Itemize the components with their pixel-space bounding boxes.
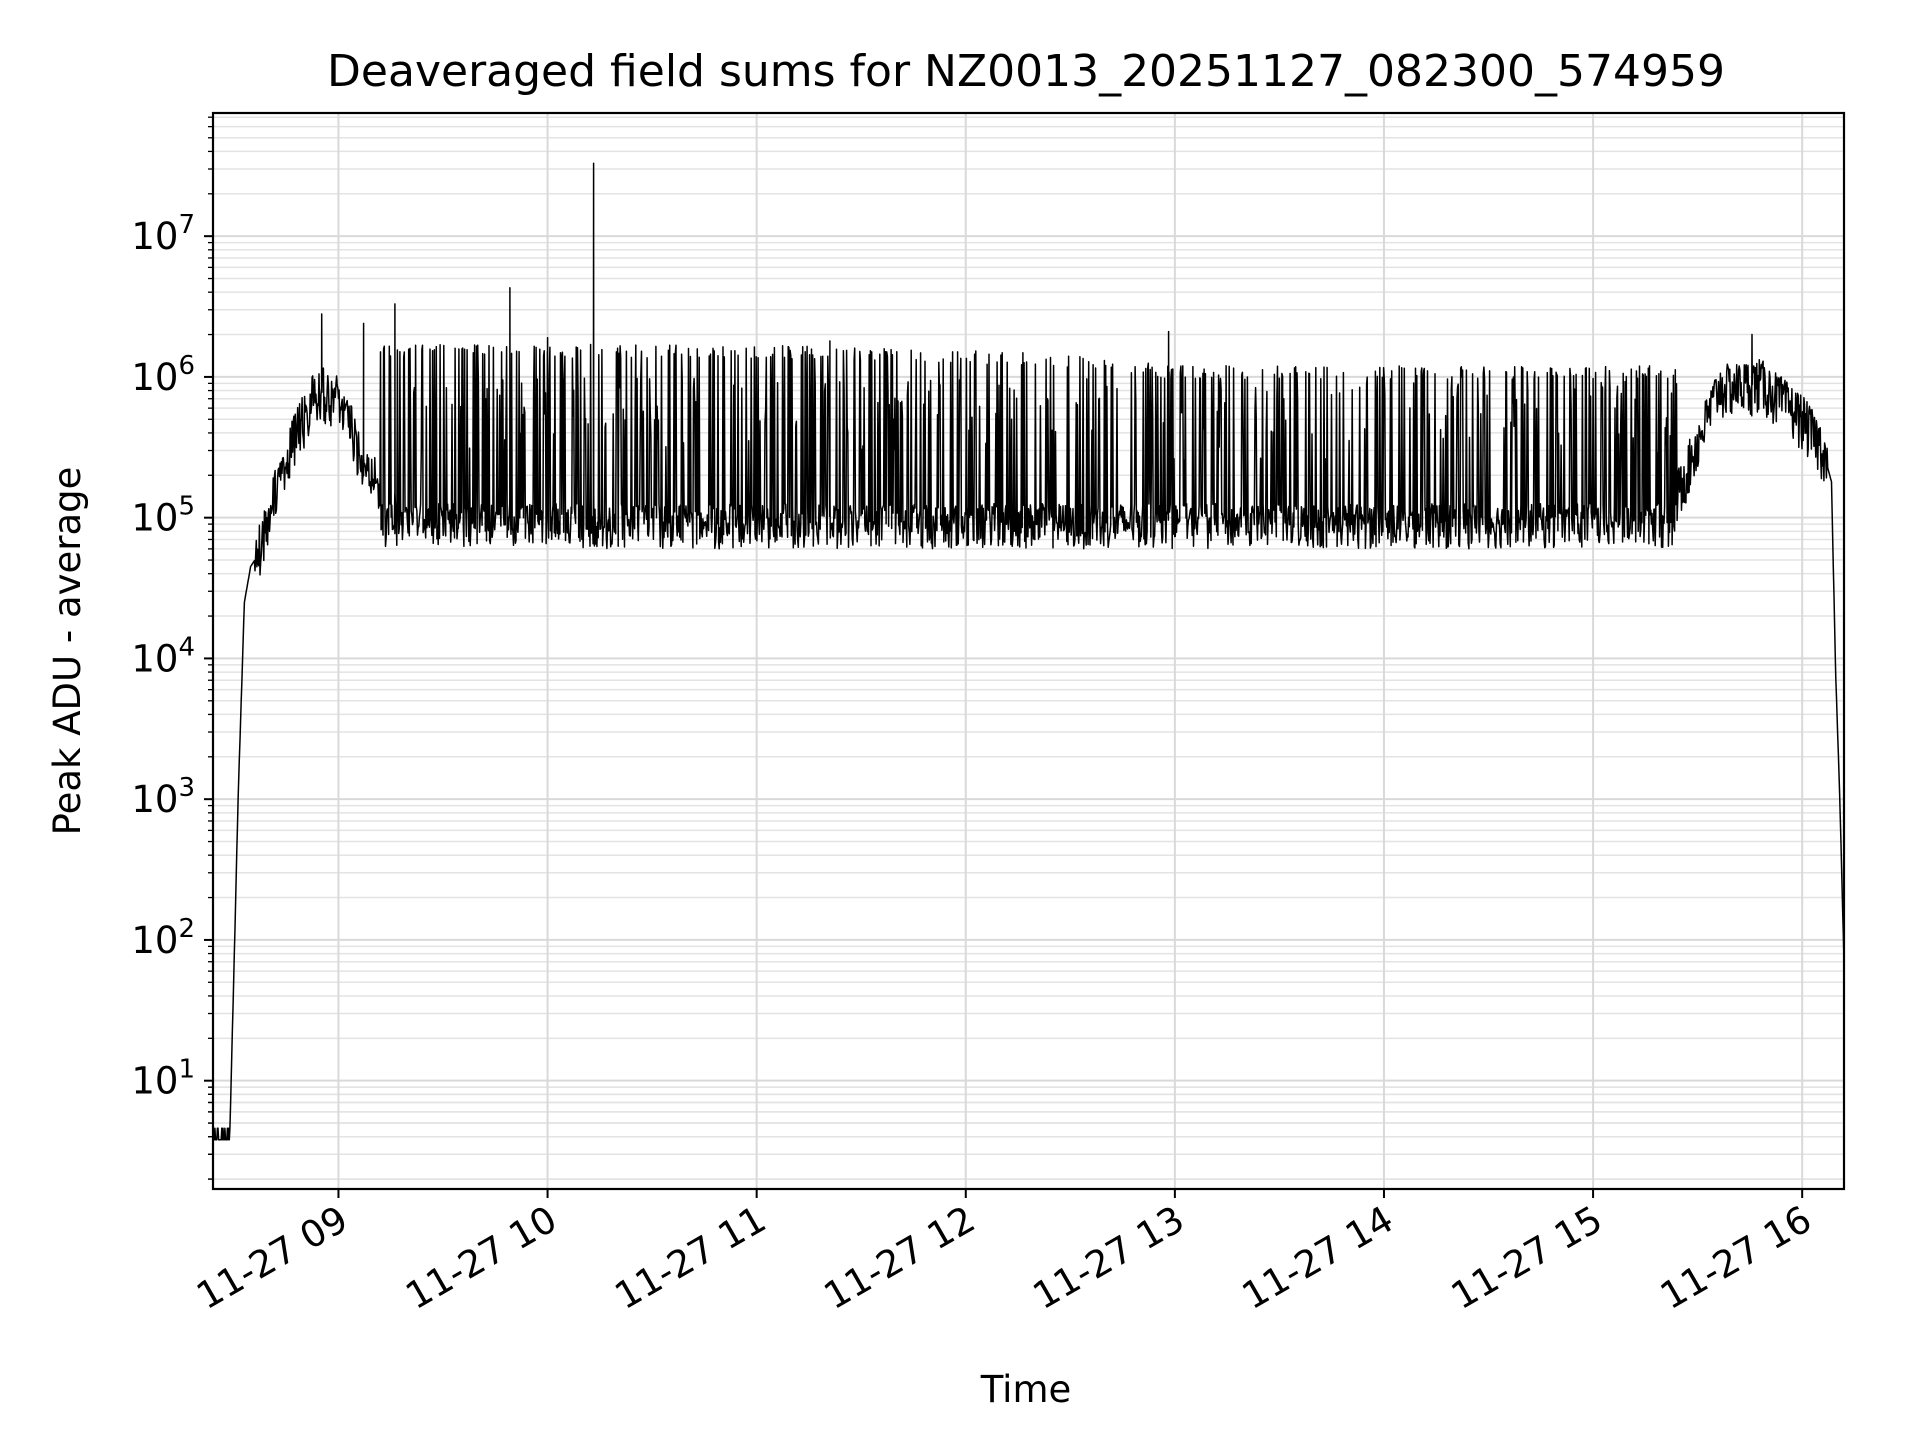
y-tick-label: 107 (131, 210, 195, 258)
y-tick-base: 10 (131, 637, 178, 680)
chart-title: Deaveraged field sums for NZ0013_2025112… (327, 46, 1725, 97)
y-tick-base: 10 (131, 1060, 178, 1103)
y-tick-label: 102 (131, 914, 195, 962)
y-tick-label: 101 (131, 1055, 195, 1103)
y-tick-base: 10 (131, 778, 178, 821)
y-axis-label: Peak ADU - average (46, 467, 89, 836)
x-axis: 11-27 09 11-27 10 11-27 11 11-27 12 11-27 13… (189, 1189, 1819, 1318)
series-line (212, 162, 1845, 1141)
y-tick-exponent: 4 (178, 632, 195, 662)
y-tick-exponent: 6 (178, 351, 195, 381)
y-tick-base: 10 (131, 215, 178, 258)
plot-frame (211, 111, 1846, 1191)
x-tick-label: 11-27 16 (1653, 1198, 1819, 1318)
y-tick-base: 10 (131, 356, 178, 399)
y-tick-exponent: 2 (178, 914, 195, 944)
x-tick-label: 11-27 14 (1235, 1198, 1401, 1318)
x-axis-label: Time (980, 1368, 1072, 1411)
x-tick-label: 11-27 11 (608, 1198, 774, 1318)
y-tick-label: 103 (131, 773, 195, 821)
y-tick-exponent: 7 (178, 210, 195, 240)
x-tick-label: 11-27 10 (398, 1198, 564, 1318)
x-tick-label: 11-27 12 (817, 1198, 983, 1318)
y-tick-exponent: 5 (178, 492, 195, 522)
y-tick-exponent: 3 (178, 773, 195, 803)
x-tick-label: 11-27 15 (1444, 1198, 1610, 1318)
x-tick-label: 11-27 13 (1026, 1198, 1192, 1318)
y-tick-base: 10 (131, 497, 178, 540)
y-tick-label: 105 (131, 492, 195, 540)
series-layer (212, 162, 1845, 1141)
y-tick-label: 106 (131, 351, 195, 399)
x-tick-label: 11-27 09 (189, 1198, 355, 1318)
grid (213, 113, 1844, 1189)
y-tick-base: 10 (131, 919, 178, 962)
y-tick-label: 104 (131, 632, 195, 680)
y-tick-exponent: 1 (178, 1055, 195, 1085)
